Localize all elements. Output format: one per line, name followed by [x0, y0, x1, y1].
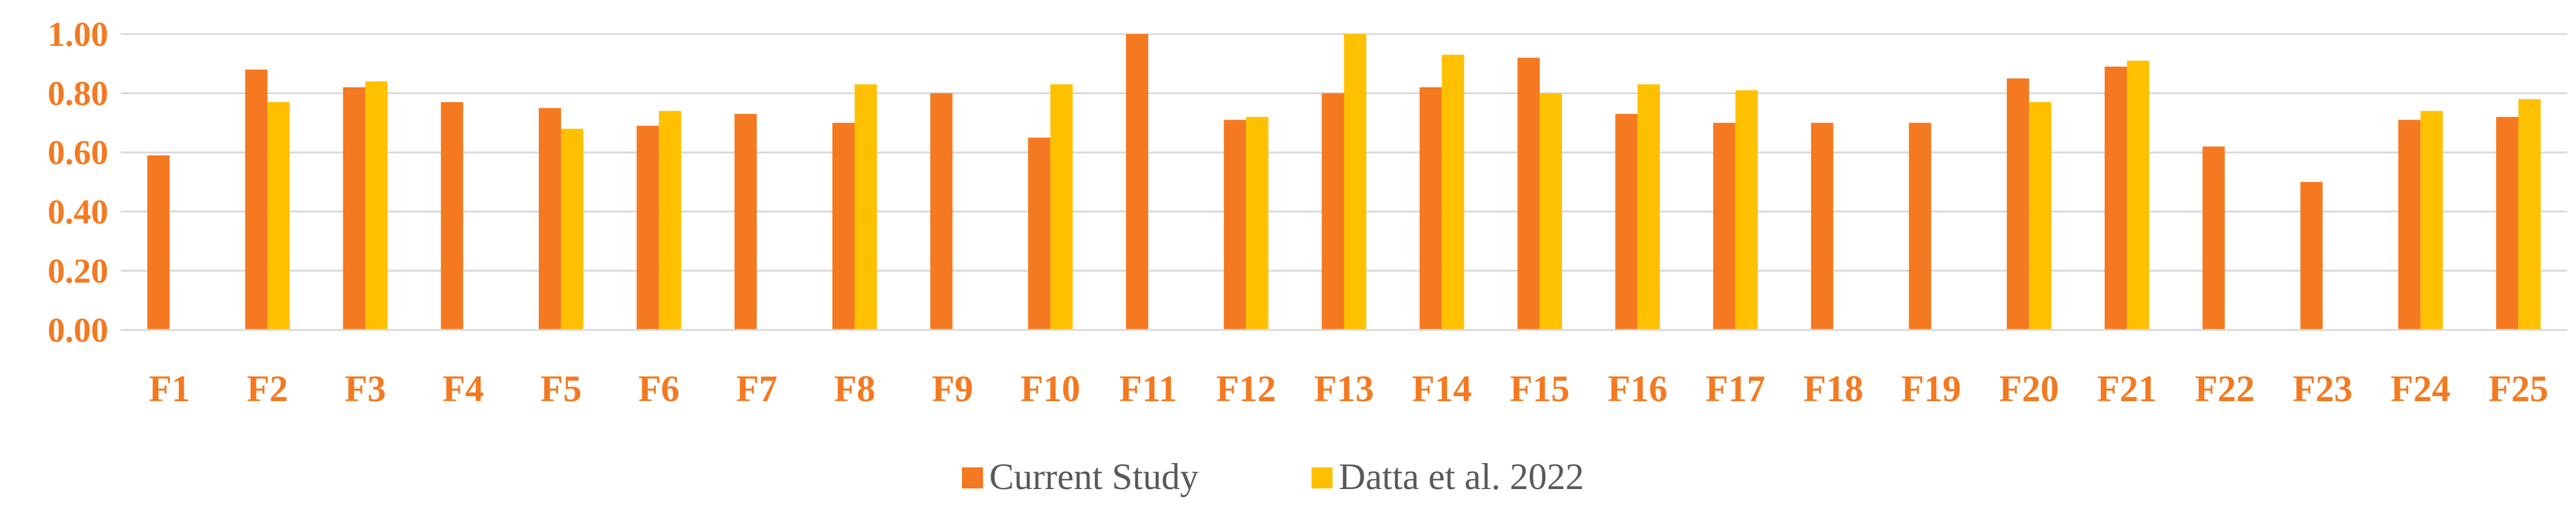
bar-current-study-f12 — [1224, 119, 1247, 330]
bar-datta-2022-f5 — [560, 128, 583, 330]
bar-current-study-f18 — [1811, 123, 1834, 330]
x-tick-label: F1 — [149, 368, 191, 409]
x-tick-label: F9 — [932, 368, 973, 409]
y-tick-label: 0.80 — [48, 75, 108, 113]
x-tick-label: F23 — [2293, 368, 2353, 409]
bar-current-study-f2 — [245, 69, 268, 331]
bar-current-study-f23 — [2300, 182, 2323, 330]
legend: Current Study Datta et al. 2022 — [962, 456, 1584, 497]
bar-current-study-f1 — [147, 155, 170, 331]
bar-datta-2022-f12 — [1246, 116, 1269, 330]
x-tick-label: F13 — [1314, 368, 1374, 409]
bar-datta-2022-f17 — [1735, 90, 1758, 330]
x-tick-label: F19 — [1901, 368, 1961, 409]
x-tick-label: F5 — [541, 368, 582, 409]
x-tick-label: F24 — [2390, 368, 2450, 409]
bar-datta-2022-f15 — [1539, 93, 1562, 330]
bar-current-study-f19 — [1908, 123, 1931, 330]
bar-datta-2022-f20 — [2029, 102, 2051, 330]
bar-datta-2022-f14 — [1441, 54, 1464, 331]
x-tick-label: F10 — [1021, 368, 1081, 409]
bar-current-study-f14 — [1419, 87, 1442, 331]
x-tick-label: F3 — [345, 368, 386, 409]
bar-current-study-f10 — [1028, 137, 1050, 331]
y-tick-label: 0.60 — [48, 134, 108, 172]
x-tick-label: F18 — [1803, 368, 1863, 409]
bar-datta-2022-f2 — [267, 102, 290, 330]
bar-current-study-f13 — [1321, 93, 1344, 330]
x-tick-label: F6 — [638, 368, 680, 409]
x-tick-label: F25 — [2489, 368, 2549, 409]
x-tick-label: F7 — [736, 368, 778, 409]
bar-current-study-f25 — [2496, 116, 2518, 330]
bar-datta-2022-f13 — [1344, 34, 1367, 330]
y-axis-ticks: 0.00 0.20 0.40 0.60 0.80 1.00 — [48, 15, 108, 350]
bar-current-study-f7 — [734, 114, 757, 330]
legend-item-current-study: Current Study — [962, 456, 1198, 497]
x-tick-label: F20 — [1999, 368, 2059, 409]
bar-current-study-f4 — [440, 102, 463, 330]
bar-current-study-f15 — [1517, 58, 1540, 331]
x-tick-label: F2 — [247, 368, 288, 409]
legend-swatch — [962, 467, 983, 488]
bar-datta-2022-f16 — [1638, 84, 1660, 330]
bar-datta-2022-f3 — [365, 81, 388, 331]
y-tick-label: 0.00 — [48, 311, 108, 350]
legend-item-datta-2022: Datta et al. 2022 — [1312, 456, 1584, 497]
bar-current-study-f20 — [2006, 78, 2029, 330]
bars — [147, 34, 2541, 331]
bar-current-study-f8 — [832, 123, 855, 330]
bar-current-study-f17 — [1713, 123, 1736, 330]
legend-label: Datta et al. 2022 — [1339, 456, 1584, 497]
x-tick-label: F8 — [834, 368, 875, 409]
bar-datta-2022-f8 — [854, 84, 877, 330]
x-tick-label: F22 — [2195, 368, 2255, 409]
bar-datta-2022-f6 — [659, 111, 682, 330]
legend-label: Current Study — [989, 456, 1198, 497]
bar-datta-2022-f25 — [2518, 99, 2541, 330]
bar-current-study-f16 — [1615, 114, 1638, 330]
x-axis-ticks: F1 F2 F3 F4 F5 F6 F7 F8 F9 F10 F11 F12 F13 F14 F15 F16 F… — [149, 368, 2548, 409]
y-tick-label: 0.40 — [48, 193, 108, 232]
bar-current-study-f5 — [538, 108, 561, 330]
bar-current-study-f3 — [343, 87, 366, 331]
x-tick-label: F21 — [2097, 368, 2157, 409]
bar-current-study-f21 — [2105, 66, 2127, 330]
legend-swatch — [1312, 467, 1333, 488]
bar-datta-2022-f24 — [2420, 111, 2443, 330]
bar-current-study-f11 — [1126, 34, 1149, 330]
x-tick-label: F12 — [1216, 368, 1276, 409]
x-tick-label: F14 — [1412, 368, 1472, 409]
bar-current-study-f9 — [930, 93, 953, 330]
y-tick-label: 1.00 — [48, 15, 108, 54]
x-tick-label: F15 — [1510, 368, 1570, 409]
y-tick-label: 0.20 — [48, 252, 108, 290]
bar-current-study-f6 — [637, 126, 659, 330]
bar-datta-2022-f21 — [2127, 61, 2150, 331]
bar-datta-2022-f10 — [1050, 84, 1073, 330]
x-tick-label: F4 — [442, 368, 484, 409]
bar-current-study-f24 — [2398, 119, 2421, 330]
x-tick-label: F16 — [1608, 368, 1668, 409]
x-tick-label: F11 — [1119, 368, 1177, 409]
x-tick-label: F17 — [1706, 368, 1766, 409]
bar-current-study-f22 — [2202, 146, 2225, 330]
